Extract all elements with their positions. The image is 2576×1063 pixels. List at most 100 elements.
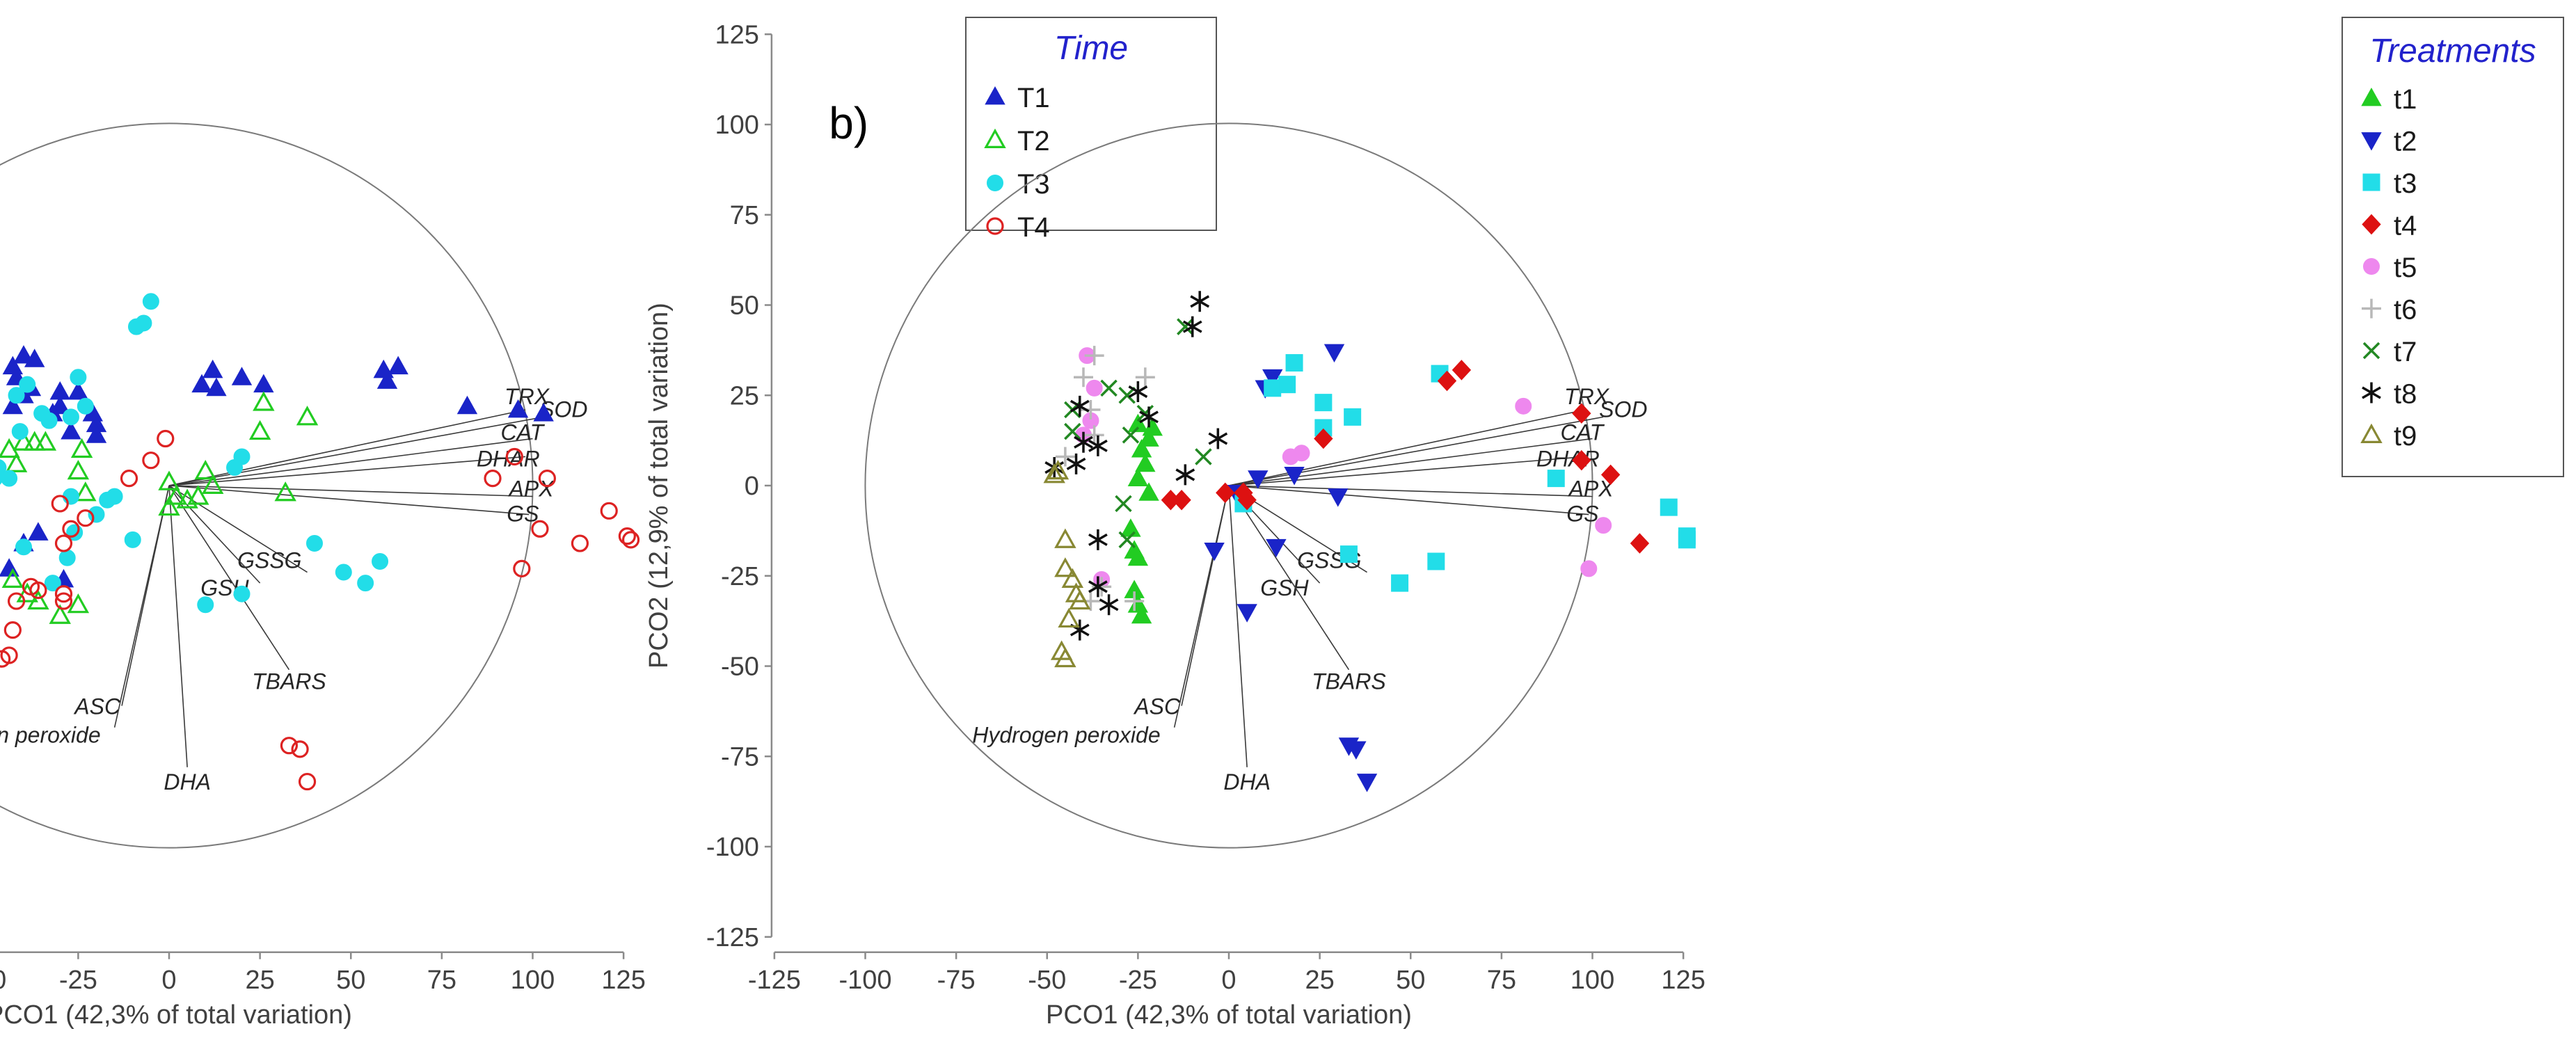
data-point-t8 [1182, 316, 1202, 337]
x-axis-label: PCO1 (42,3% of total variation) [0, 1000, 352, 1030]
legend-label: T2 [1017, 126, 1050, 157]
data-point-t2 [1248, 470, 1269, 489]
data-point-t6 [1084, 346, 1104, 366]
data-point-T3 [127, 318, 145, 335]
data-point-T4 [538, 470, 557, 488]
data-point-t6 [1055, 447, 1075, 467]
data-point-t7 [1122, 426, 1140, 444]
data-point-T2 [74, 481, 97, 502]
panel-a: -125 -100 -75 -50 -25 0 25 50 75 100 125 -125 -100 -7… [0, 17, 1217, 1030]
data-point-t1 [1120, 518, 1141, 537]
data-point-t2 [1346, 741, 1367, 760]
data-point-t3 [1278, 376, 1296, 394]
data-point-t1 [1127, 547, 1149, 566]
vector-label: ASC [1133, 694, 1181, 719]
data-point-T1 [507, 399, 529, 418]
data-point-T2 [158, 470, 180, 490]
data-point-T4 [3, 621, 22, 639]
data-point-T2 [158, 495, 180, 516]
y-axis-label: PCO2 (12,9% of total variation) [644, 303, 674, 669]
legend-label: T1 [1017, 83, 1050, 113]
data-point-t5 [1086, 379, 1103, 397]
data-point-t8 [1128, 381, 1148, 403]
legend-marker-t5 [2363, 258, 2380, 275]
data-point-t9 [1058, 607, 1080, 628]
vector-line [168, 485, 290, 671]
panel-label: b) [829, 98, 868, 148]
data-point-T3 [0, 459, 7, 476]
data-point-T3 [62, 488, 79, 505]
data-point-T2 [1, 568, 24, 588]
data-point-T3 [8, 387, 25, 404]
data-point-T3 [233, 448, 251, 465]
data-point-T1 [61, 421, 81, 440]
data-point-t3 [1339, 545, 1358, 564]
data-point-T2 [253, 391, 275, 411]
vector-label: Hydrogen peroxide [972, 723, 1160, 748]
correlation-circle [864, 122, 1593, 849]
legend-marker-T1 [985, 86, 1005, 105]
x-axis-label: PCO1 (42,3% of total variation) [1046, 1000, 1412, 1030]
vector-line [168, 485, 530, 515]
data-point-T1 [231, 367, 253, 385]
vector-line [1228, 485, 1593, 497]
legend-marker-t1 [2361, 87, 2382, 106]
data-point-T4 [77, 509, 95, 527]
y-tick-label: -25 [721, 562, 759, 591]
data-point-t7 [1118, 531, 1136, 549]
data-point-t2 [1284, 467, 1305, 486]
data-point-t8 [1088, 576, 1108, 598]
data-point-T1 [2, 395, 24, 415]
data-point-T3 [11, 423, 29, 440]
data-point-T3 [1, 470, 18, 487]
data-point-T3 [77, 397, 94, 415]
data-point-t9 [1054, 528, 1076, 548]
data-point-t3 [1547, 470, 1565, 488]
x-tick-label: 75 [1487, 966, 1516, 995]
legend-marker-t9 [2360, 423, 2383, 444]
vector-label: GSSG [237, 548, 301, 573]
data-point-T3 [15, 538, 32, 556]
data-point-t1 [1131, 439, 1152, 458]
legend-marker-t4 [2362, 214, 2381, 235]
data-point-t3 [1391, 574, 1409, 592]
data-point-t5 [1580, 560, 1598, 577]
data-point-t7 [1115, 495, 1132, 513]
data-point-t3 [1314, 394, 1333, 412]
data-point-t8 [1070, 619, 1090, 641]
data-point-t6 [1084, 425, 1104, 445]
data-point-T1 [28, 522, 49, 541]
vector-label: TBARS [1312, 669, 1386, 694]
data-point-t8 [1088, 529, 1108, 550]
legend-title: Treatments [2369, 33, 2536, 70]
data-point-T4 [621, 531, 640, 549]
data-point-T2 [248, 419, 271, 440]
y-tick-label: -125 [706, 923, 759, 952]
legend-label: t6 [2394, 295, 2417, 326]
y-tick-label: 50 [730, 291, 759, 321]
data-point-T3 [233, 585, 251, 602]
legend-label: t3 [2394, 168, 2417, 199]
legend-label: t7 [2394, 337, 2417, 367]
vector-label: GS [507, 502, 539, 527]
data-point-t7 [1064, 422, 1081, 440]
data-point-T2 [67, 459, 90, 480]
data-point-T4 [298, 772, 317, 791]
vector-line [1228, 485, 1248, 767]
data-point-t4 [1216, 482, 1235, 504]
data-point-t2 [1356, 774, 1378, 792]
data-point-t5 [1595, 517, 1612, 534]
data-point-T2 [23, 431, 46, 451]
data-point-t8 [1190, 291, 1210, 312]
data-point-t3 [1678, 531, 1696, 549]
legend-marker-t7 [2362, 342, 2380, 360]
data-point-t4 [1630, 533, 1650, 554]
vector-label: CAT [1561, 420, 1605, 445]
data-point-T3 [335, 564, 352, 581]
vector-line [168, 485, 188, 767]
x-tick-label: -125 [748, 966, 801, 995]
y-tick-label: 75 [730, 201, 759, 230]
x-tick-label: 125 [601, 966, 645, 995]
data-point-t1 [1138, 428, 1159, 447]
data-point-t7 [1100, 379, 1118, 397]
